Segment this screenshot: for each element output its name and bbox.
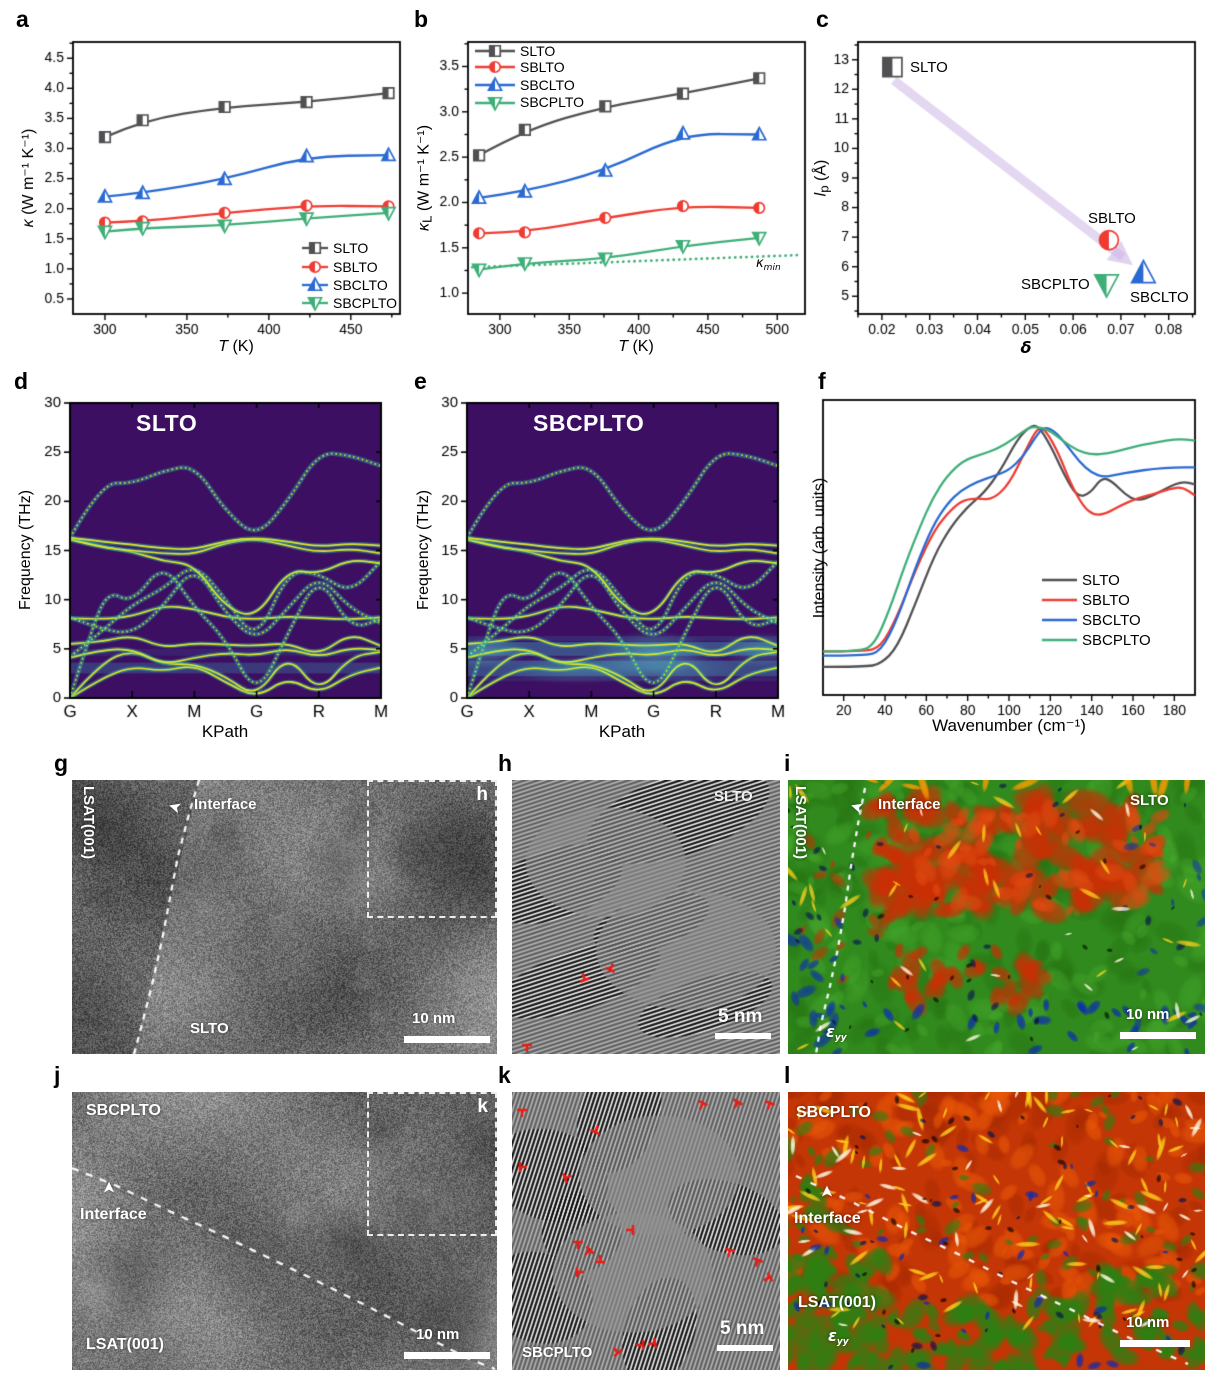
panel-j-tem-canvas bbox=[72, 1092, 497, 1370]
legend-label-slto: SLTO bbox=[520, 43, 556, 59]
panel-f-raman-spectra: Intensity (arb. units) Wavenumber (cm⁻¹)… bbox=[808, 368, 1206, 746]
strain-component-label: εyy bbox=[826, 1022, 847, 1043]
scale-bar-label: 10 nm bbox=[1126, 1314, 1170, 1331]
legend-label-sblto: SBLTO bbox=[1082, 592, 1130, 609]
legend-label-sblto: SBLTO bbox=[333, 259, 378, 275]
interface-label: Interface bbox=[794, 1210, 861, 1227]
panel-i-strain-map-slto: LSAT(001) ➤ Interface SLTO εyy 10 nm bbox=[788, 780, 1205, 1054]
legend-label-sbclto: SBCLTO bbox=[1082, 612, 1141, 629]
panel-k-lattice-fringes-sbcplto: SBCPLTO 5 nm bbox=[512, 1092, 780, 1370]
panel-d-heatmap-canvas bbox=[8, 368, 410, 746]
legend-label-sbcplto: SBCPLTO bbox=[1082, 632, 1151, 649]
substrate-label: LSAT(001) bbox=[798, 1294, 876, 1311]
panel-f-chart-canvas bbox=[808, 368, 1206, 746]
inset-region-label: h bbox=[476, 784, 488, 805]
film-label: SLTO bbox=[1130, 792, 1169, 809]
panel-letter-h: h bbox=[498, 750, 513, 776]
interface-arrow-icon: ➤ bbox=[817, 1184, 837, 1199]
substrate-label: LSAT(001) bbox=[792, 786, 809, 860]
legend-label-sbclto: SBCLTO bbox=[520, 77, 575, 93]
substrate-label: LSAT(001) bbox=[86, 1336, 164, 1353]
inset-region-box: k bbox=[367, 1092, 497, 1236]
film-label: SLTO bbox=[190, 1020, 229, 1037]
panel-a-y-axis-label: κ (W m⁻¹ K⁻¹) bbox=[20, 128, 37, 228]
panel-b-lattice-thermal-conductivity: κL (W m⁻¹ K⁻¹) T (K) SLTO SBLTO SBCLTO S… bbox=[408, 6, 810, 364]
kappa-min-annotation: κmin bbox=[756, 256, 781, 273]
film-label: SLTO bbox=[714, 788, 753, 805]
scale-bar bbox=[404, 1036, 490, 1043]
panel-a-x-axis-label: T (K) bbox=[218, 338, 254, 355]
panel-a-chart-canvas bbox=[8, 6, 410, 364]
scale-bar-label: 5 nm bbox=[720, 1318, 765, 1339]
scale-bar bbox=[1120, 1032, 1196, 1039]
point-label-sbclto: SBCLTO bbox=[1130, 289, 1189, 306]
scale-bar bbox=[717, 1345, 773, 1351]
scale-bar bbox=[1120, 1340, 1190, 1347]
film-label: SBCPLTO bbox=[522, 1344, 593, 1361]
panel-k-fringe-canvas bbox=[512, 1092, 780, 1370]
legend-label-slto: SLTO bbox=[1082, 572, 1120, 589]
point-label-sblto: SBLTO bbox=[1088, 210, 1136, 227]
scale-bar bbox=[715, 1033, 771, 1039]
strain-component-label: εyy bbox=[828, 1326, 849, 1347]
point-label-sbcplto: SBCPLTO bbox=[1021, 276, 1090, 293]
panel-b-x-axis-label: T (K) bbox=[618, 338, 654, 355]
panel-letter-i: i bbox=[784, 750, 791, 776]
panel-b-y-axis-label: κL (W m⁻¹ K⁻¹) bbox=[415, 124, 435, 232]
panel-i-strain-canvas bbox=[788, 780, 1205, 1054]
scale-bar-label: 10 nm bbox=[1126, 1006, 1170, 1023]
panel-letter-k: k bbox=[498, 1062, 511, 1088]
panel-d-title: SLTO bbox=[136, 410, 198, 436]
panel-l-strain-canvas bbox=[788, 1092, 1205, 1370]
film-label: SBCPLTO bbox=[86, 1102, 161, 1119]
scale-bar-label: 5 nm bbox=[718, 1006, 763, 1027]
point-label-slto: SLTO bbox=[910, 59, 948, 76]
interface-label: Interface bbox=[878, 796, 941, 813]
interface-label: Interface bbox=[80, 1206, 147, 1223]
panel-c-phonon-mfp-vs-disorder: lp (Å) δ SLTO SBLTO SBCPLTO SBCLTO bbox=[808, 6, 1206, 364]
scale-bar-label: 10 nm bbox=[412, 1010, 456, 1027]
film-label: SBCPLTO bbox=[796, 1104, 871, 1121]
legend-label-sbcplto: SBCPLTO bbox=[333, 295, 398, 311]
legend-label-slto: SLTO bbox=[333, 240, 369, 256]
panel-c-y-axis-label: lp (Å) bbox=[812, 159, 832, 197]
legend-label-sbclto: SBCLTO bbox=[333, 277, 388, 293]
legend-label-sbcplto: SBCPLTO bbox=[520, 94, 585, 110]
panel-e-heatmap-canvas bbox=[408, 368, 808, 746]
scale-bar-label: 10 nm bbox=[416, 1326, 460, 1343]
panel-e-phonon-spectrum-sbcplto: Frequency (THz) KPath SBCPLTO bbox=[408, 368, 808, 746]
interface-arrow-icon: ➤ bbox=[99, 1180, 119, 1195]
legend-label-sblto: SBLTO bbox=[520, 59, 565, 75]
panel-letter-g: g bbox=[54, 750, 69, 776]
substrate-label: LSAT(001) bbox=[80, 786, 97, 860]
panel-c-chart-canvas bbox=[808, 6, 1206, 364]
panel-l-strain-map-sbcplto: SBCPLTO ➤ Interface LSAT(001) εyy 10 nm bbox=[788, 1092, 1205, 1370]
panel-c-x-axis-label: δ bbox=[1020, 338, 1032, 357]
panel-b-chart-canvas bbox=[408, 6, 810, 364]
panel-h-lattice-fringes-slto: SLTO 5 nm bbox=[512, 780, 780, 1054]
panel-d-y-axis-label: Frequency (THz) bbox=[17, 489, 34, 611]
inset-region-box: h bbox=[367, 780, 497, 918]
panel-letter-j: j bbox=[54, 1062, 61, 1088]
panel-e-title: SBCPLTO bbox=[533, 410, 645, 436]
panel-j-tem-sbcplto-interface: SBCPLTO ➤ Interface LSAT(001) 10 nm k bbox=[72, 1092, 497, 1370]
panel-g-tem-slto-interface: LSAT(001) ➤ Interface SLTO 10 nm h bbox=[72, 780, 497, 1054]
panel-e-x-axis-label: KPath bbox=[598, 722, 646, 741]
panel-d-phonon-spectrum-slto: Frequency (THz) KPath SLTO bbox=[8, 368, 410, 746]
panel-h-fringe-canvas bbox=[512, 780, 780, 1054]
panel-f-x-axis-label: Wavenumber (cm⁻¹) bbox=[932, 716, 1086, 735]
panel-f-y-axis-label: Intensity (arb. units) bbox=[811, 477, 828, 619]
panel-d-x-axis-label: KPath bbox=[201, 722, 249, 741]
scale-bar bbox=[404, 1352, 490, 1359]
panel-letter-l: l bbox=[784, 1062, 791, 1088]
inset-region-label: k bbox=[477, 1096, 488, 1117]
interface-label: Interface bbox=[194, 796, 257, 813]
panel-e-y-axis-label: Frequency (THz) bbox=[415, 489, 432, 611]
panel-a-total-thermal-conductivity: κ (W m⁻¹ K⁻¹) T (K) SLTO SBLTO SBCLTO SB… bbox=[8, 6, 410, 364]
